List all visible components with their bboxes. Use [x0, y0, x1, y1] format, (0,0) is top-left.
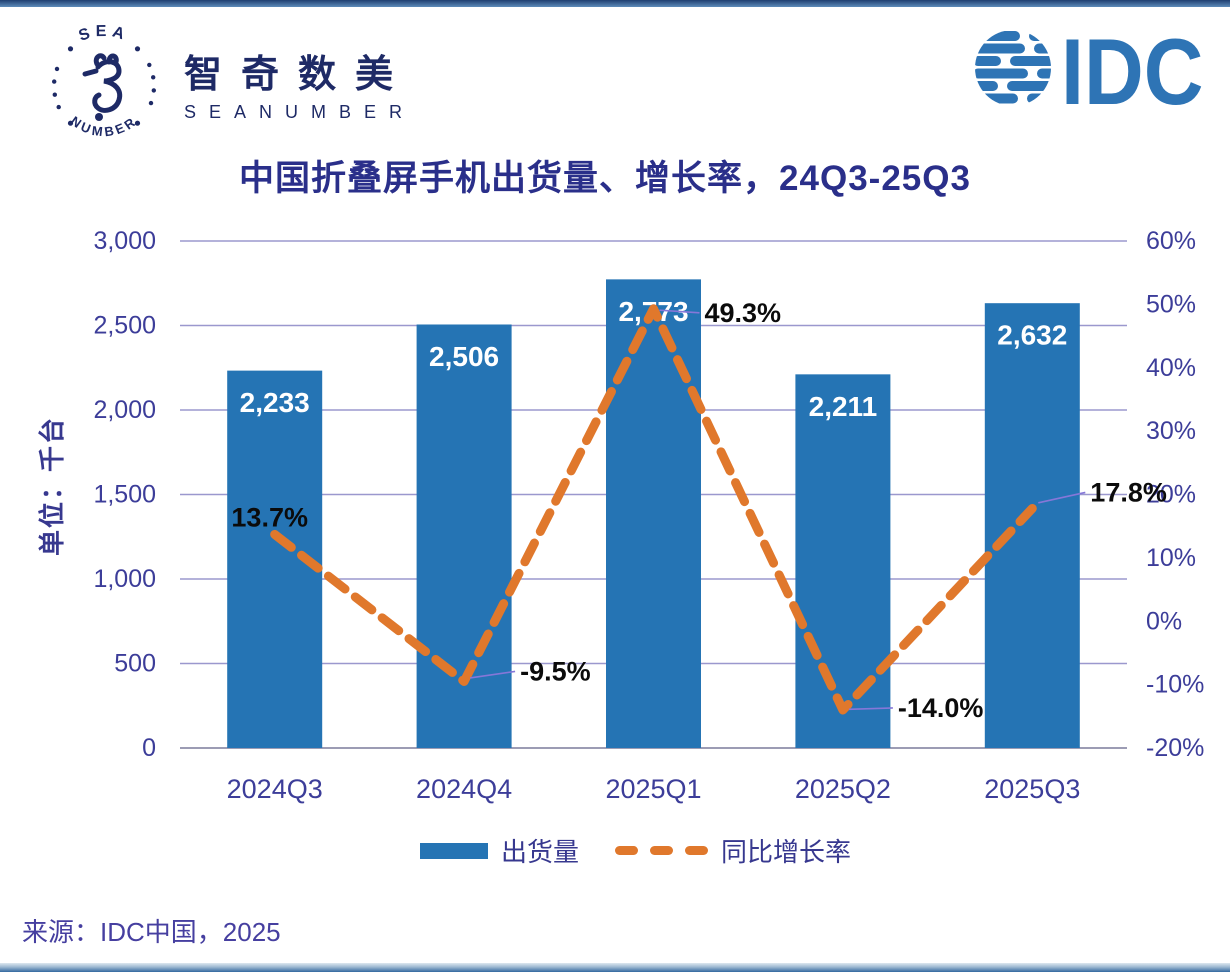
left-axis-tick-label: 1,500 [93, 481, 156, 509]
legend-dashed-line-swatch [615, 846, 709, 855]
source-note: 来源：IDC中国，2025 [22, 917, 281, 947]
brand-name-chinese: 智奇数美 [184, 54, 413, 96]
left-axis-tick-label: 2,000 [93, 396, 156, 424]
label-leader-line [469, 670, 516, 679]
right-axis-tick-label: 50% [1146, 290, 1196, 318]
x-axis-label-2025Q3: 2025Q3 [984, 774, 1080, 804]
right-axis-tick-label: -10% [1146, 671, 1204, 699]
label-leader-line [659, 309, 700, 314]
bar-2025Q3 [984, 303, 1080, 748]
legend-label-growth-rate: 同比增长率 [721, 837, 852, 867]
bar-2025Q1 [606, 279, 701, 748]
idc-logo-text: IDC [1061, 19, 1203, 118]
right-axis-tick-label: -20% [1146, 734, 1204, 762]
bar-2025Q2 [795, 374, 891, 748]
right-axis-tick-label: 10% [1146, 544, 1196, 572]
left-axis-tick-label: 2,500 [93, 312, 156, 340]
brand-name-english: SEANUMBER [184, 102, 416, 122]
brand-logo: SEA NUMBER 智奇数美 SEANUMBER [38, 20, 415, 152]
x-axis-label-2025Q1: 2025Q1 [605, 774, 701, 804]
seahorse-icon [82, 53, 123, 113]
growth-rate-line [270, 304, 1037, 715]
seahorse-seal-icon: SEA NUMBER [52, 23, 156, 139]
chart-title: 中国折叠屏手机出货量、增长率，24Q3-25Q3 [239, 159, 971, 198]
bar-value-label: 2,632 [997, 320, 1067, 351]
bottom-accent-bar [0, 963, 1230, 972]
top-accent-bar [0, 0, 1230, 7]
left-axis-tick-label: 3,000 [93, 227, 156, 255]
left-axis-tick-label: 0 [142, 734, 156, 762]
growth-point-label: 13.7% [231, 502, 308, 532]
x-axis-label-2025Q2: 2025Q2 [795, 774, 891, 804]
x-axis-label-2024Q4: 2024Q4 [416, 774, 512, 804]
growth-point-label: 49.3% [705, 298, 782, 328]
right-axis-tick-label: 30% [1146, 417, 1196, 445]
bar-value-label: 2,506 [429, 341, 499, 372]
bar-value-label: 2,211 [809, 391, 878, 422]
right-axis-tick-label: 40% [1146, 354, 1196, 382]
right-axis-tick-label: 60% [1146, 227, 1196, 255]
growth-point-label: 17.8% [1090, 477, 1167, 507]
left-axis-tick-label: 1,000 [93, 565, 156, 593]
legend: 出货量 同比增长率 [420, 832, 851, 869]
growth-point-label: -14.0% [898, 693, 984, 723]
bar-value-label: 2,233 [240, 387, 310, 418]
label-leader-line [848, 707, 893, 711]
growth-point-label: -9.5% [520, 656, 591, 686]
x-axis-label-2024Q3: 2024Q3 [227, 774, 323, 804]
right-axis-tick-label: 0% [1146, 607, 1182, 635]
label-leader-line [1038, 491, 1086, 504]
brand-wordmark: 智奇数美 SEANUMBER [184, 56, 415, 121]
right-axis-tick-label: 20% [1146, 481, 1196, 509]
legend-bar-swatch [420, 842, 488, 859]
left-axis-tick-label: 500 [114, 650, 156, 678]
legend-label-shipments: 出货量 [501, 837, 580, 867]
idc-logo: IDC [975, 19, 1203, 118]
